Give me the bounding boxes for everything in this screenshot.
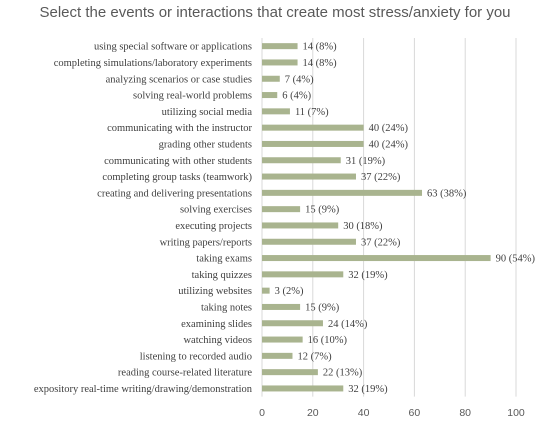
data-label: 14 (8%)	[303, 42, 338, 53]
category-label: solving real-world problems	[133, 91, 252, 102]
bar	[262, 369, 318, 376]
bar	[262, 173, 356, 180]
bar	[262, 189, 423, 196]
bar	[262, 157, 341, 164]
bar	[262, 352, 293, 359]
category-label: communicating with the instructor	[107, 123, 252, 134]
data-label: 6 (4%)	[282, 91, 311, 102]
bar	[262, 222, 339, 229]
data-label: 16 (10%)	[308, 335, 348, 346]
category-label: completing group tasks (teamwork)	[102, 172, 252, 183]
category-label: utilizing social media	[162, 107, 253, 118]
data-label: 22 (13%)	[323, 368, 363, 379]
category-label: examining slides	[181, 319, 252, 330]
category-label: utilizing websites	[178, 286, 252, 297]
bar	[262, 271, 344, 278]
data-label: 15 (9%)	[305, 205, 340, 216]
category-label: reading course-related literature	[118, 368, 252, 379]
x-tick-label: 100	[507, 407, 525, 419]
bar	[262, 320, 323, 327]
category-label: taking notes	[201, 302, 252, 313]
x-tick-label: 20	[307, 407, 319, 419]
category-label: executing projects	[175, 221, 252, 232]
bar	[262, 59, 298, 66]
data-label: 37 (22%)	[361, 237, 401, 248]
category-label: taking quizzes	[192, 270, 252, 281]
data-label: 40 (24%)	[369, 139, 409, 150]
category-label: completing simulations/laboratory experi…	[54, 58, 252, 69]
category-labels: using special software or applications co…	[34, 42, 253, 395]
bar	[262, 43, 298, 50]
data-label: 24 (14%)	[328, 319, 368, 330]
category-label: watching videos	[183, 335, 252, 346]
data-label: 15 (9%)	[305, 302, 340, 313]
x-tick-label: 80	[459, 407, 471, 419]
category-label: using special software or applications	[94, 42, 252, 53]
category-label: communicating with other students	[104, 156, 252, 167]
x-tick-label: 60	[409, 407, 421, 419]
x-tick-label: 0	[259, 407, 265, 419]
data-label: 32 (19%)	[348, 384, 388, 395]
category-label: listening to recorded audio	[140, 351, 252, 362]
data-label: 14 (8%)	[303, 58, 338, 69]
bar	[262, 255, 491, 262]
category-label: analyzing scenarios or case studies	[106, 74, 252, 85]
x-tick-label: 40	[358, 407, 370, 419]
bar	[262, 336, 303, 343]
category-label: creating and delivering presentations	[97, 188, 252, 199]
bar	[262, 287, 270, 294]
data-label: 63 (38%)	[427, 188, 467, 199]
category-label: taking exams	[196, 254, 252, 265]
bar	[262, 92, 278, 99]
bars	[262, 43, 491, 392]
category-label: writing papers/reports	[160, 237, 252, 248]
data-label: 32 (19%)	[348, 270, 388, 281]
category-label: expository real-time writing/drawing/dem…	[34, 384, 253, 395]
chart-title: Select the events or interactions that c…	[39, 4, 511, 21]
data-label: 90 (54%)	[496, 254, 536, 265]
data-label: 31 (19%)	[346, 156, 386, 167]
data-label: 11 (7%)	[295, 107, 329, 118]
data-label: 30 (18%)	[343, 221, 383, 232]
x-axis-ticks: 0 20 40 60 80 100	[259, 407, 525, 419]
bar	[262, 108, 290, 115]
bar	[262, 206, 301, 213]
data-label: 7 (4%)	[285, 74, 314, 85]
data-label: 37 (22%)	[361, 172, 401, 183]
data-label: 3 (2%)	[275, 286, 304, 297]
data-label: 12 (7%)	[297, 351, 332, 362]
bar	[262, 385, 344, 392]
bar	[262, 303, 301, 310]
category-label: grading other students	[159, 139, 252, 150]
bar	[262, 75, 280, 82]
bar	[262, 140, 364, 147]
data-label: 40 (24%)	[369, 123, 409, 134]
bar	[262, 238, 356, 245]
data-labels: 14 (8%) 14 (8%) 7 (4%) 6 (4%) 11 (7%) 40 (24%…	[275, 42, 536, 395]
category-label: solving exercises	[180, 205, 252, 216]
bar	[262, 124, 364, 131]
